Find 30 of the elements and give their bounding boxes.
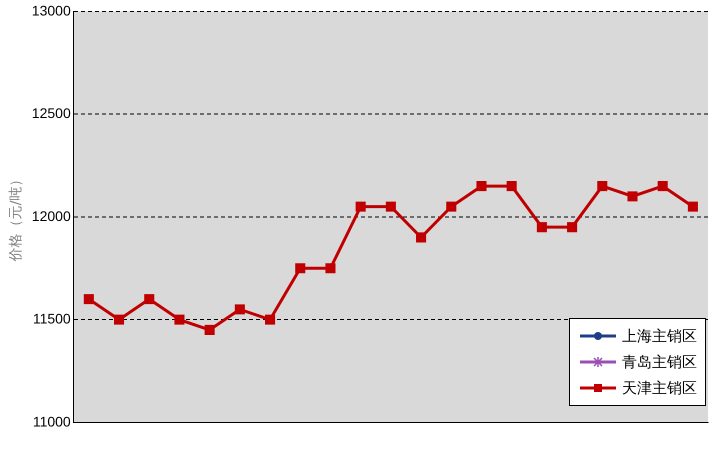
point: [536, 222, 547, 232]
point: [476, 181, 487, 192]
legend-label: 青岛主销区: [622, 352, 697, 373]
legend-label: 天津主销区: [622, 378, 697, 399]
point: [386, 202, 396, 212]
point: [688, 202, 698, 212]
y-tick-label: 12000: [32, 208, 71, 224]
point: [356, 202, 366, 212]
point: [658, 181, 668, 192]
point: [174, 314, 184, 325]
point: [597, 181, 608, 192]
point: [567, 222, 578, 232]
point: [627, 191, 638, 202]
point: [144, 294, 154, 304]
y-tick-label: 13000: [32, 2, 71, 18]
point: [416, 232, 426, 242]
y-tick-label: 11500: [32, 310, 71, 327]
point: [114, 314, 124, 325]
y-tick-label: 12500: [32, 105, 71, 122]
y-axis-title: 价格（元/吨）: [8, 172, 24, 262]
point: [506, 181, 517, 192]
point: [234, 304, 245, 314]
point: [446, 202, 456, 212]
point: [204, 324, 215, 335]
y-tick-label: 11000: [32, 413, 71, 430]
point: [295, 263, 306, 274]
point: [325, 263, 336, 274]
legend-label: 上海主销区: [622, 326, 697, 347]
point: [84, 294, 94, 304]
point: [265, 314, 276, 325]
